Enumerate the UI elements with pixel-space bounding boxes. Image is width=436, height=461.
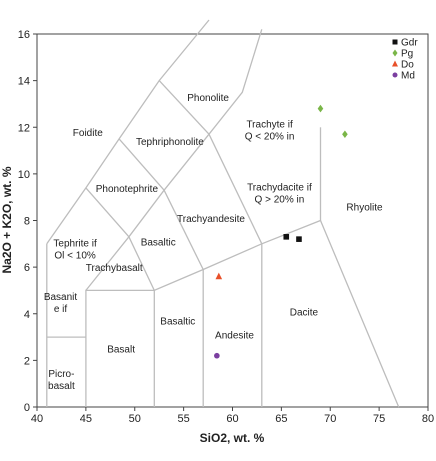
field-label: Trachyte if: [246, 120, 293, 131]
field-label: Andesite: [215, 331, 254, 342]
field-label: Foidite: [73, 128, 103, 139]
legend-marker-do: [392, 60, 398, 67]
field-label: Basaltic: [141, 238, 176, 249]
x-tick-label: 60: [226, 413, 238, 425]
data-point-pg: [342, 130, 348, 139]
field-label: basalt: [48, 381, 75, 392]
x-axis-title: SiO2, wt. %: [200, 431, 265, 445]
field-label: Dacite: [290, 307, 319, 318]
y-tick-label: 0: [24, 402, 30, 414]
legend-marker-md: [392, 72, 398, 78]
field-label: e if: [54, 304, 68, 315]
field-label: Ol < 10%: [54, 251, 96, 262]
x-tick-label: 40: [31, 413, 43, 425]
data-point-do: [215, 272, 223, 280]
x-tick-label: 55: [178, 413, 190, 425]
legend-label: Pg: [401, 49, 413, 60]
field-label: Phonotephrite: [96, 184, 159, 195]
field-label: Basanit: [44, 292, 78, 303]
field-label: Tephriphonolite: [136, 137, 204, 148]
x-tick-label: 45: [80, 413, 92, 425]
field-boundary: [128, 236, 155, 291]
data-point-gdr: [283, 234, 290, 240]
x-tick-label: 65: [275, 413, 287, 425]
y-tick-label: 8: [24, 216, 30, 228]
field-label: Rhyolite: [346, 203, 383, 214]
field-label: Basaltic: [160, 317, 195, 328]
field-boundary: [85, 29, 263, 291]
field-label: Q > 20% in: [255, 195, 305, 206]
y-tick-label: 16: [18, 29, 30, 41]
y-tick-label: 4: [24, 309, 30, 321]
x-tick-label: 75: [373, 413, 385, 425]
x-tick-label: 80: [422, 413, 434, 425]
y-tick-label: 14: [18, 76, 30, 88]
field-boundary: [118, 138, 165, 191]
x-axis: 40 45 50 55 60 65 70 75 80: [31, 407, 434, 425]
field-label: Phonolite: [187, 93, 229, 104]
data-points: [214, 104, 348, 359]
field-boundary: [163, 189, 204, 270]
field-boundary: [208, 133, 263, 245]
y-axis: 0 2 4 6 8 10 12 14 16: [18, 29, 37, 414]
legend-label: Do: [401, 60, 414, 71]
x-tick-label: 70: [324, 413, 336, 425]
legend-label: Md: [401, 71, 415, 82]
field-labels: Foidite Phonolite Tephriphonolite Phonoteph…: [44, 93, 383, 392]
y-tick-label: 2: [24, 355, 30, 367]
field-label: Trachyandesite: [177, 214, 245, 225]
field-label: Trachybasalt: [86, 263, 143, 274]
field-label: Tephrite if: [53, 239, 97, 250]
y-axis-title: Na2O + K2O, wt. %: [0, 166, 14, 273]
legend-marker-pg: [392, 49, 398, 57]
field-boundary: [85, 187, 130, 238]
plot-area: [36, 33, 429, 408]
y-tick-label: 6: [24, 262, 30, 274]
data-point-pg: [317, 104, 324, 113]
y-tick-label: 12: [18, 122, 30, 134]
x-tick-label: 50: [129, 413, 141, 425]
legend-label: Gdr: [401, 38, 418, 49]
data-point-md: [214, 352, 220, 359]
field-label: Basalt: [107, 345, 135, 356]
field-label: Q < 20% in: [245, 132, 295, 143]
y-tick-label: 10: [18, 169, 30, 181]
field-boundary: [158, 80, 210, 135]
field-label: Picro-: [48, 369, 74, 380]
field-label: Trachydacite if: [247, 183, 312, 194]
legend-marker-gdr: [392, 39, 398, 45]
field-boundaries: [46, 19, 400, 408]
data-point-gdr: [296, 236, 302, 242]
